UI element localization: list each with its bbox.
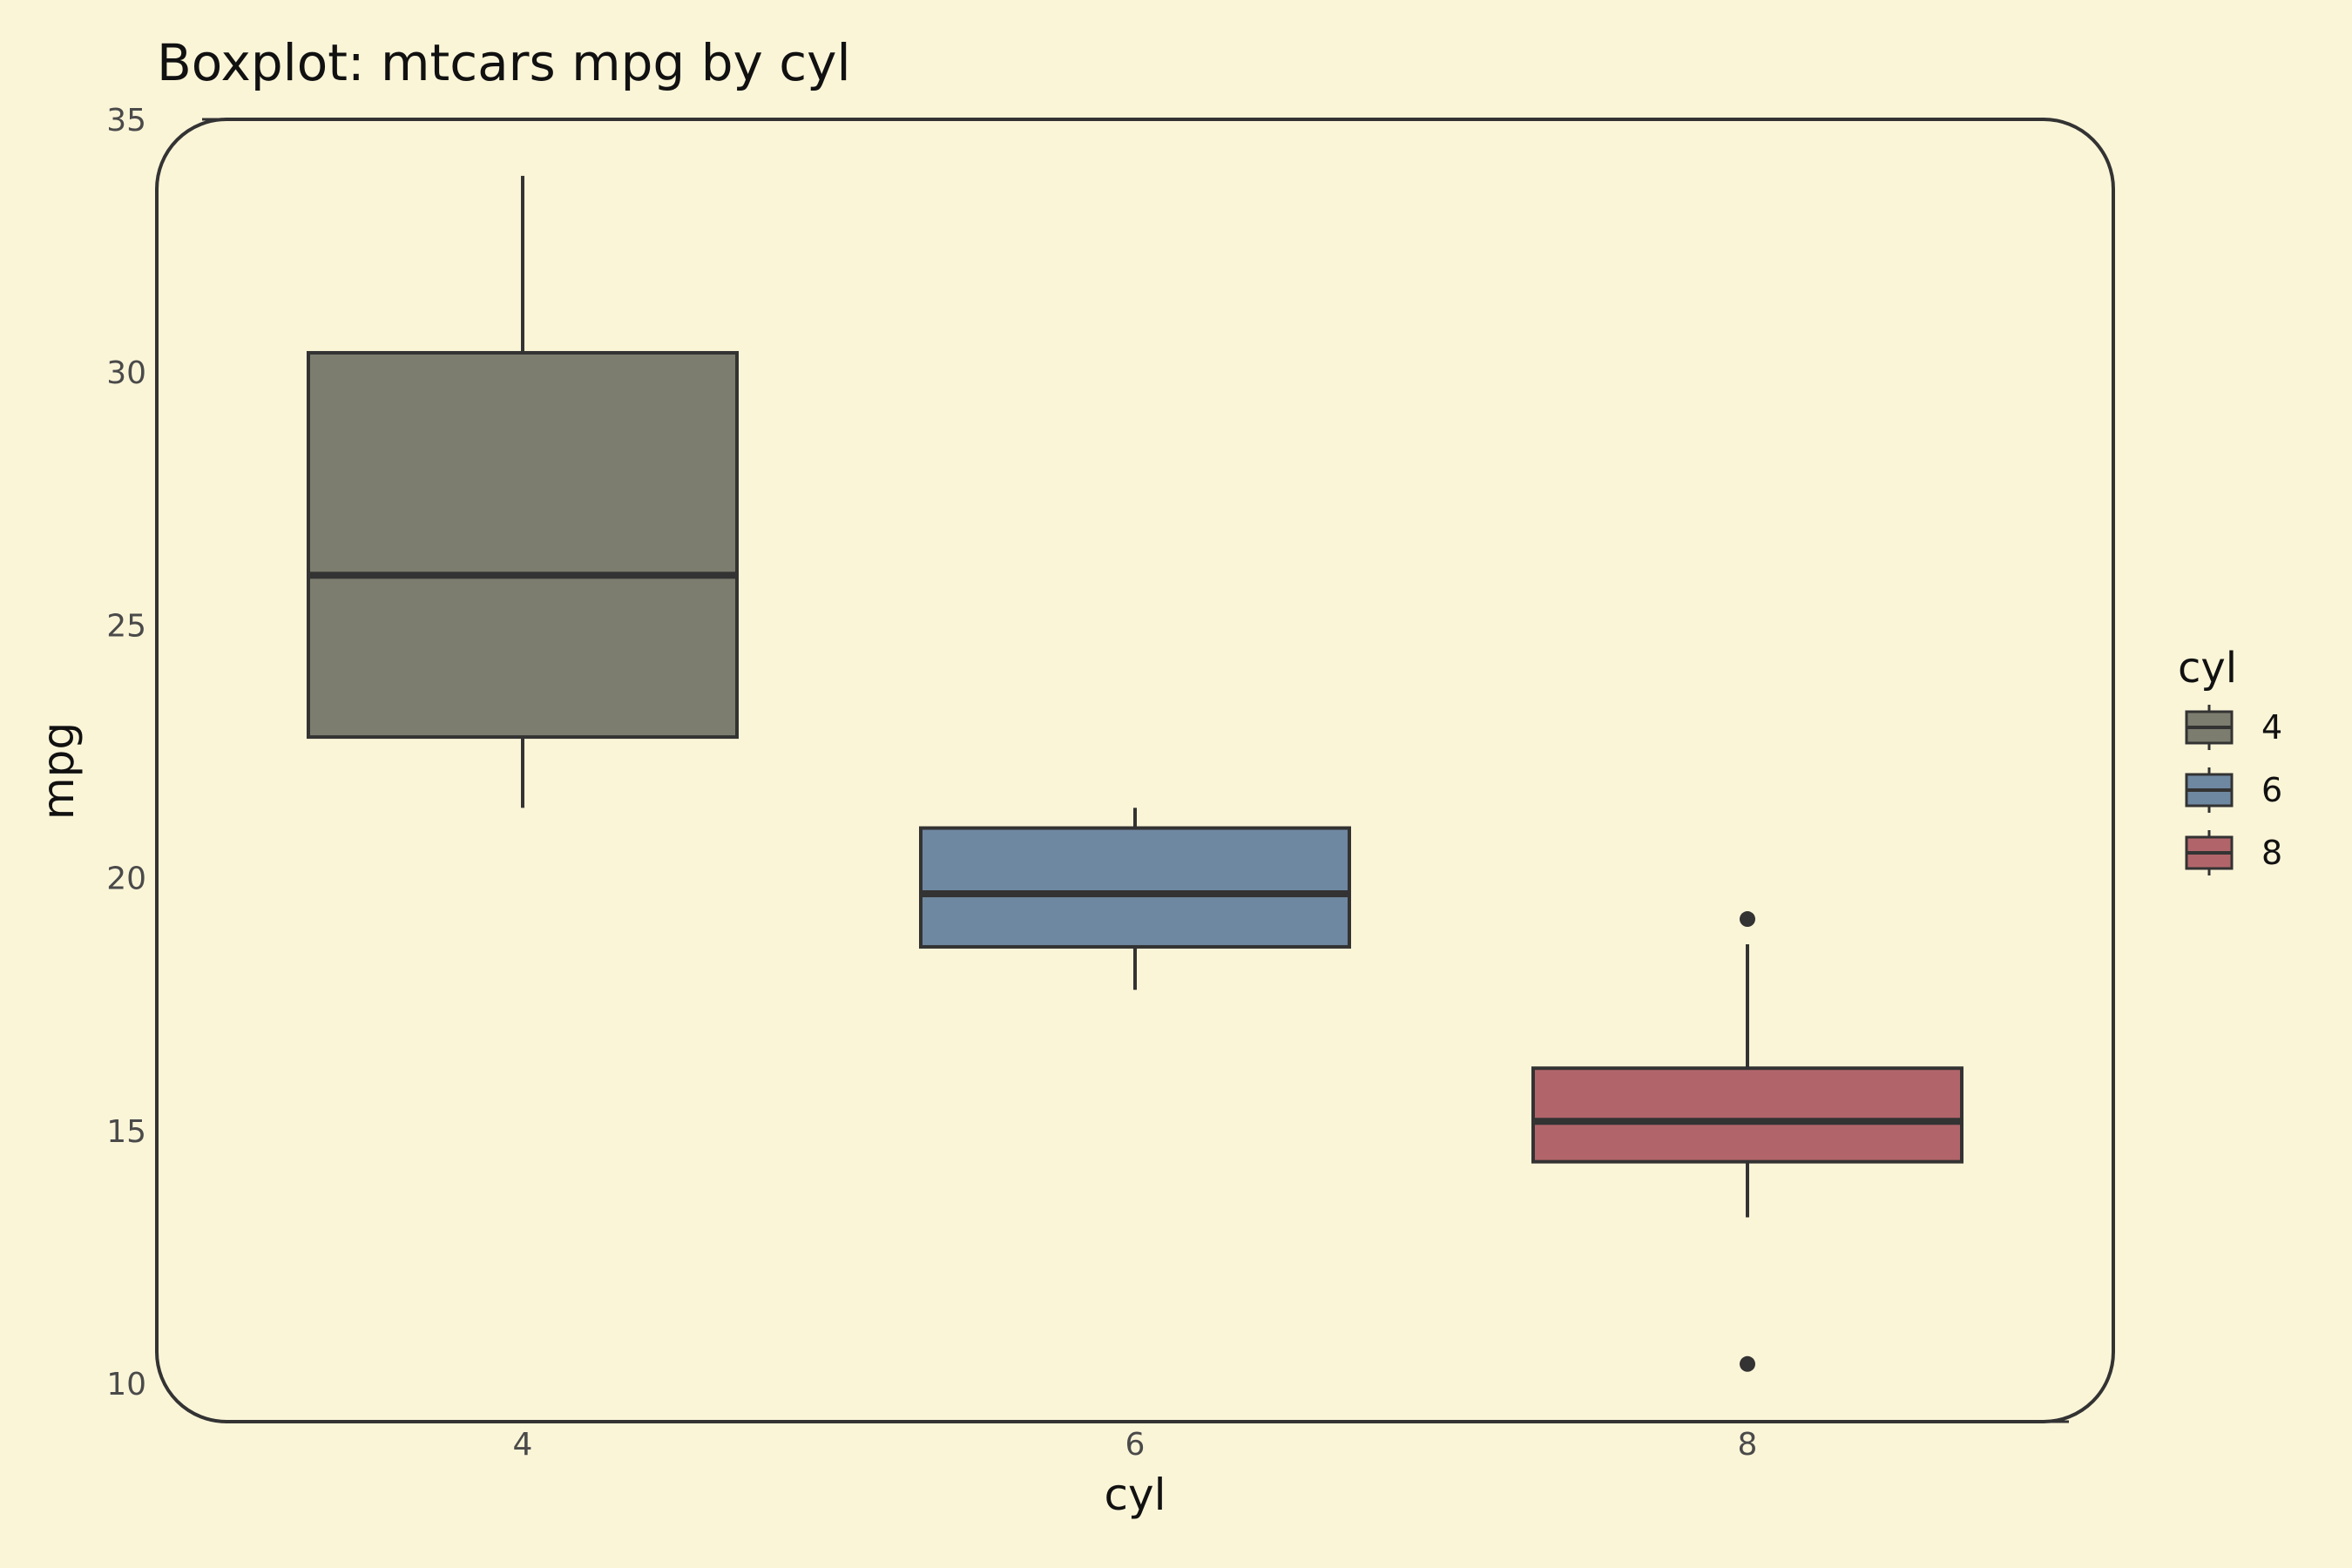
box-iqr [1531, 1066, 1963, 1164]
x-axis-ticks: 4 6 8 [513, 1427, 1758, 1463]
chart-title: Boxplot: mtcars mpg by cyl [157, 33, 851, 92]
outlier-point [1740, 911, 1755, 928]
y-axis-ticks: 10 15 20 25 30 35 [106, 103, 146, 1402]
outlier-point [1740, 1355, 1755, 1372]
x-tick-label: 6 [1125, 1427, 1146, 1463]
legend-item-4: 4 [2185, 705, 2282, 750]
box-cyl-8 [1531, 911, 1963, 1372]
y-tick-label: 30 [106, 355, 146, 391]
box-cyl-4 [307, 175, 739, 808]
y-tick-label: 20 [106, 862, 146, 897]
legend-label: 4 [2261, 708, 2282, 747]
box-cyl-6 [919, 808, 1351, 990]
legend-label: 8 [2261, 834, 2282, 872]
y-tick-label: 10 [106, 1367, 146, 1402]
x-axis-title: cyl [1105, 1470, 1166, 1520]
x-tick-label: 4 [513, 1427, 533, 1463]
legend: cyl 4 6 8 [2178, 644, 2282, 875]
box-series [307, 175, 1963, 1372]
x-tick-label: 8 [1738, 1427, 1758, 1463]
legend-item-6: 6 [2185, 767, 2282, 813]
y-tick-label: 15 [106, 1114, 146, 1150]
box-iqr [307, 350, 739, 740]
plot-panel [155, 118, 2115, 1423]
y-tick-label: 35 [106, 103, 146, 139]
y-axis-title: mpg [33, 722, 84, 820]
legend-title: cyl [2178, 644, 2237, 693]
legend-item-8: 8 [2185, 830, 2282, 875]
box-iqr [919, 826, 1351, 949]
y-tick-label: 25 [106, 608, 146, 644]
legend-label: 6 [2261, 771, 2282, 809]
